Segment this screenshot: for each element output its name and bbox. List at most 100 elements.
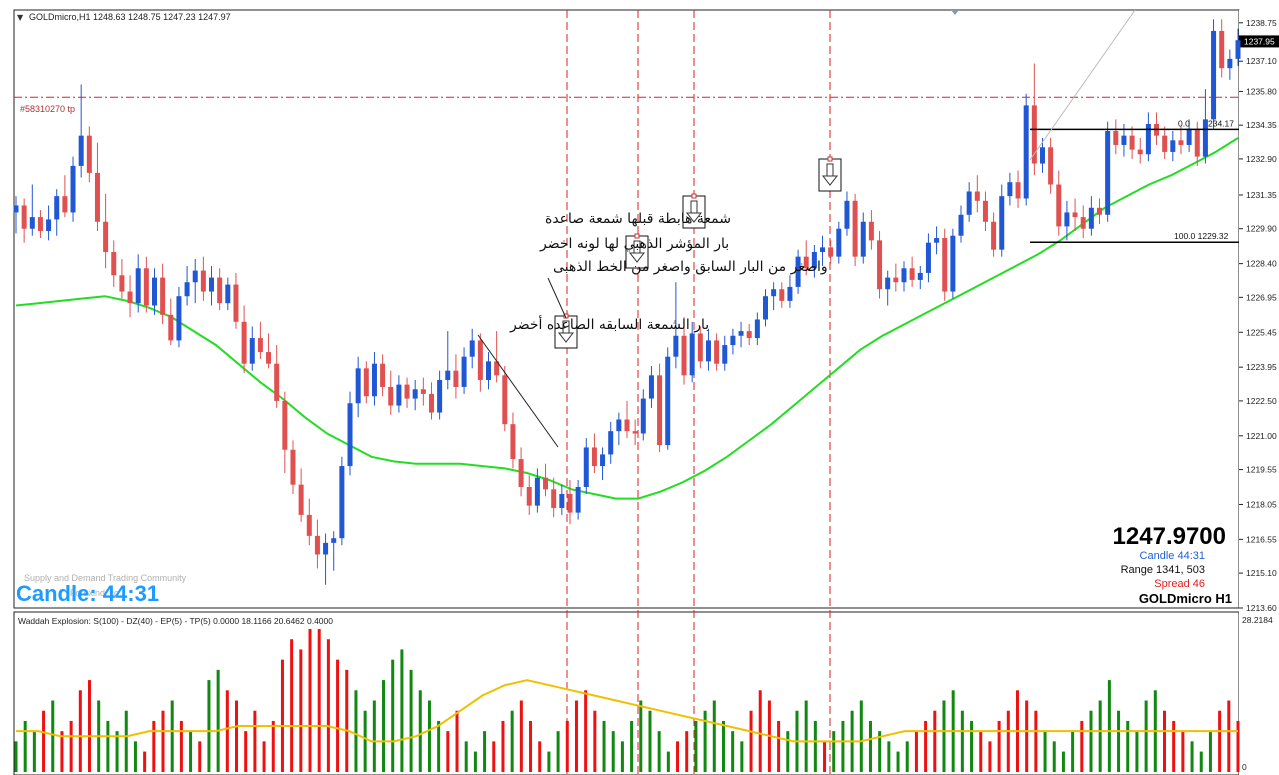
bear-candle (1031, 105, 1037, 164)
bear-candle (1056, 184, 1062, 227)
wae-bar (970, 720, 974, 772)
faint-trendline[interactable] (1029, 9, 1136, 161)
wae-bar (510, 710, 514, 772)
wae-bar (354, 690, 358, 772)
bull-candle (771, 289, 777, 297)
wae-bar (1126, 720, 1130, 772)
bear-candle (991, 221, 997, 250)
wae-bar (280, 659, 284, 772)
bull-candle (323, 542, 329, 555)
wae-bar (326, 639, 330, 772)
wae-bar (685, 731, 689, 772)
fib-top-label: 234.17 (1208, 118, 1234, 128)
bull-candle (1023, 105, 1029, 199)
bear-candle (290, 449, 296, 485)
axis-tick-label: 1237.10 (1246, 56, 1277, 66)
wae-bar (501, 720, 505, 772)
wae-bar (1089, 710, 1093, 772)
axis-tick-label: 1235.80 (1246, 86, 1277, 96)
bull-candle (78, 135, 84, 166)
wae-bar (88, 680, 92, 772)
wae-bar (161, 710, 165, 772)
current-price-label: 1237.95 (1244, 36, 1275, 46)
bear-candle (494, 361, 500, 376)
bear-candle (282, 400, 288, 450)
bull-candle (1170, 140, 1176, 152)
bear-candle (1015, 182, 1021, 199)
bull-candle (1105, 130, 1111, 215)
bull-candle (575, 487, 581, 513)
bear-candle (86, 135, 92, 173)
axis-tick-label: 1219.55 (1246, 465, 1277, 475)
wae-bar (1181, 731, 1185, 772)
bear-candle (828, 247, 834, 257)
bear-candle (363, 368, 369, 397)
wae-bar (290, 639, 294, 772)
axis-tick-label: 1218.05 (1246, 499, 1277, 509)
fibonacci[interactable]: 0.0 234.17 100.0 1229.32 (1030, 118, 1239, 243)
chart-menu-icon[interactable]: ▼ (17, 13, 24, 22)
wae-bar (143, 751, 147, 772)
bull-candle (1007, 182, 1013, 197)
bear-candle (567, 493, 573, 513)
axis-tick-label: 1223.95 (1246, 362, 1277, 372)
bull-candle (583, 447, 589, 488)
wae-bar (942, 700, 946, 772)
bull-candle (371, 363, 377, 397)
wae-bar (914, 731, 918, 772)
bear-candle (257, 338, 263, 353)
wae-bar (721, 720, 725, 772)
wae-bar (758, 690, 762, 772)
wae-bar (1061, 751, 1065, 772)
bull-candle (469, 340, 475, 357)
wae-bar (960, 710, 964, 772)
wae-bar (207, 680, 211, 772)
bear-candle (510, 424, 516, 460)
wae-bar (1135, 731, 1139, 772)
wae-bar (179, 720, 183, 772)
bear-candle (632, 431, 638, 434)
bear-candle (1129, 135, 1135, 150)
bull-candle (917, 272, 923, 280)
bear-candle (1072, 212, 1078, 218)
wae-bar (1071, 731, 1075, 772)
axis-tick-label: 1234.35 (1246, 120, 1277, 130)
wae-bar (676, 741, 680, 772)
bull-candle (1211, 30, 1217, 120)
wae-bar (630, 720, 634, 772)
bear-candle (453, 370, 459, 387)
wae-bar (336, 659, 340, 772)
wae-bar (437, 720, 441, 772)
bear-candle (1162, 135, 1168, 152)
bear-candle (119, 275, 125, 292)
bull-candle (355, 368, 361, 404)
wae-bar (225, 690, 229, 772)
bull-candle (70, 165, 76, 213)
candle-timer-big: Candle: 44:31 (16, 581, 159, 606)
bull-candle (209, 277, 215, 292)
wae-bar (556, 731, 560, 772)
bull-candle (901, 268, 907, 283)
wae-bar (152, 720, 156, 772)
bear-candle (624, 419, 630, 432)
wae-bar (1117, 710, 1121, 772)
wae-bar (611, 731, 615, 772)
down-arrow-icon (628, 252, 646, 263)
bull-candle (1202, 119, 1208, 157)
moving-average (15, 137, 1239, 500)
wae-bar (115, 731, 119, 772)
bull-candle (176, 296, 182, 341)
bull-candle (225, 284, 231, 304)
bear-candle (168, 314, 174, 341)
axis-tick-label: 1229.90 (1246, 224, 1277, 234)
wae-bar (189, 731, 193, 772)
wae-bar (832, 731, 836, 772)
price-axis-bg (1239, 10, 1279, 775)
bear-candle (217, 277, 223, 304)
wae-bar (51, 700, 55, 772)
chart-shift-marker[interactable] (951, 10, 959, 15)
bear-candle (543, 477, 549, 490)
wae-bar (694, 720, 698, 772)
wae-bar (740, 741, 744, 772)
